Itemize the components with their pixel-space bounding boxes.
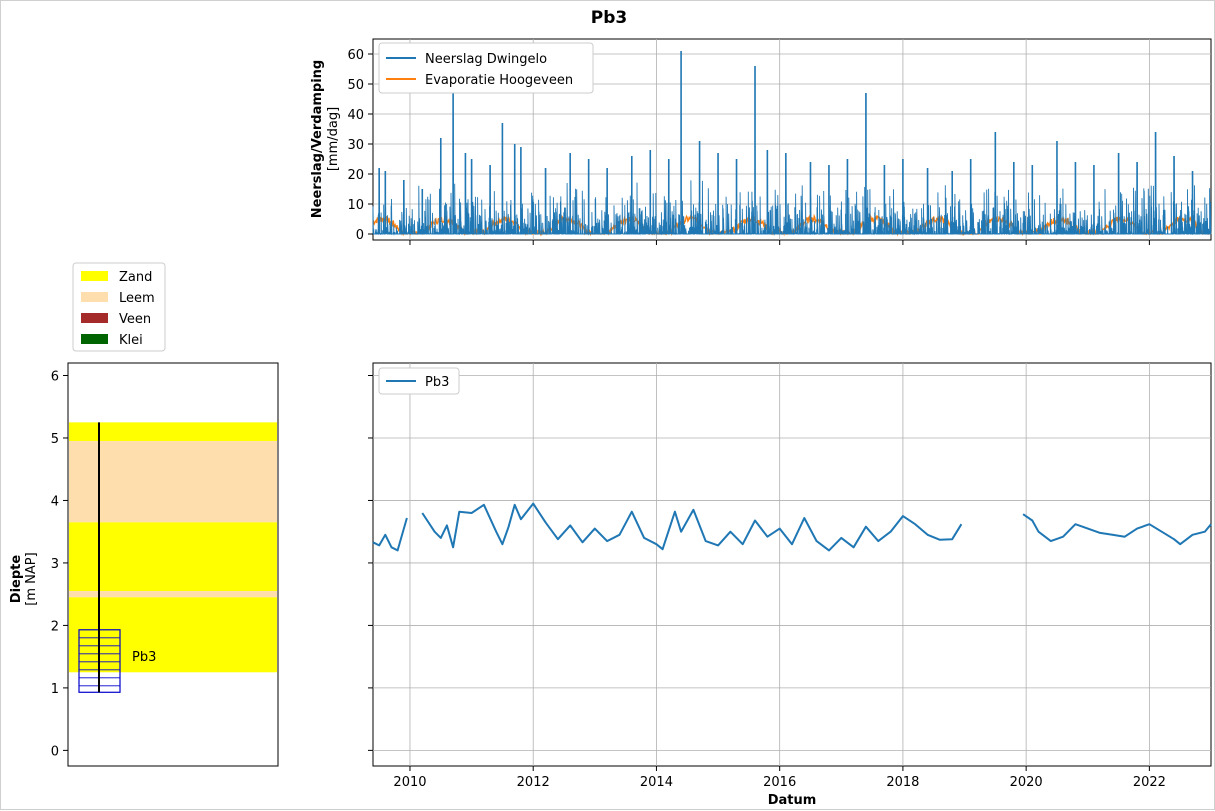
precipitation-y-axis-label: Neerslag/Verdamping (310, 60, 325, 218)
head-x-tick-label: 2018 (886, 775, 919, 790)
well-label: Pb3 (132, 650, 156, 665)
soil-legend-label-veen: Veen (119, 312, 151, 327)
soil-layer-zand (69, 522, 277, 592)
head-x-axis-label: Datum (768, 793, 817, 808)
precipitation-panel: 0 10 20 30 40 50 60 Neerslag/Verdamping [mm/da… (310, 38, 1212, 245)
borehole-y-tick-label: 1 (51, 682, 59, 697)
borehole-y-axis-label: Diepte (9, 555, 24, 604)
precipitation-legend: Neerslag Dwingelo Evaporatie Hoogeveen (378, 42, 594, 94)
borehole-y-tick-label: 2 (51, 619, 59, 634)
precipitation-legend-box (378, 42, 594, 94)
head-x-tick-label: 2014 (640, 775, 673, 790)
head-x-tick-label: 2022 (1133, 775, 1166, 790)
soil-legend-swatch-zand (81, 271, 108, 281)
well-group (78, 422, 121, 693)
borehole-y-tick-label: 3 (51, 557, 59, 572)
series-line-pb3-segment (372, 517, 408, 552)
soil-legend-items: Zand Leem Veen Klei (81, 270, 155, 348)
soil-legend-swatch-klei (81, 334, 108, 344)
borehole-y-axis-unit: [m NAP] (24, 552, 39, 605)
precip-y-tick-label: 40 (347, 108, 364, 123)
precip-y-tick-label: 60 (347, 48, 364, 63)
borehole-panel: 0 1 2 3 4 5 6 Diepte [m NAP] Pb3 (9, 362, 279, 767)
borehole-y-tick-label: 0 (51, 744, 59, 759)
soil-layer-zand (69, 597, 277, 673)
head-panel: 2010 2012 2014 2016 2018 2020 2022 Datum Pb3 (368, 362, 1212, 808)
head-x-ticks: 2010 2012 2014 2016 2018 2020 2022 (393, 766, 1166, 790)
precip-y-tick-label: 50 (347, 78, 364, 93)
legend-label-evaporatie: Evaporatie Hoogeveen (425, 73, 573, 88)
precipitation-y-ticks: 0 10 20 30 40 50 60 (347, 48, 373, 243)
legend-label-pb3: Pb3 (425, 375, 449, 390)
head-x-tick-label: 2010 (393, 775, 426, 790)
head-axes-frame (372, 362, 1212, 767)
precip-y-tick-label: 10 (347, 198, 364, 213)
borehole-y-ticks: 0 1 2 3 4 5 6 (51, 369, 68, 759)
soil-layer-leem (69, 591, 277, 598)
soil-legend: Zand Leem Veen Klei (72, 262, 166, 352)
head-grid (368, 363, 1211, 766)
soil-legend-box (72, 262, 166, 352)
head-legend: Pb3 (378, 367, 460, 395)
legend-label-neerslag: Neerslag Dwingelo (425, 52, 547, 67)
head-legend-box (378, 367, 460, 395)
soil-layer-zand (69, 422, 277, 442)
precip-y-tick-label: 20 (347, 168, 364, 183)
soil-layers-group (69, 422, 277, 673)
series-line-pb3-segment (421, 502, 963, 552)
soil-legend-swatch-leem (81, 292, 108, 302)
precipitation-series-group (372, 50, 1212, 236)
soil-legend-label-zand: Zand (119, 270, 152, 285)
precip-y-tick-label: 0 (356, 228, 364, 243)
series-line-neerslag (372, 50, 1212, 236)
soil-layer-leem (69, 441, 277, 523)
precipitation-y-axis-unit: [mm/dag] (326, 107, 341, 171)
head-series-group (372, 502, 1212, 552)
head-x-tick-label: 2012 (517, 775, 550, 790)
soil-legend-label-klei: Klei (119, 333, 143, 348)
head-x-tick-label: 2016 (763, 775, 796, 790)
borehole-y-tick-label: 6 (51, 369, 59, 384)
borehole-y-tick-label: 5 (51, 432, 59, 447)
head-x-tick-label: 2020 (1010, 775, 1043, 790)
borehole-y-tick-label: 4 (51, 494, 59, 509)
chart-title: Pb3 (591, 8, 627, 28)
precip-y-tick-label: 30 (347, 138, 364, 153)
series-line-pb3-segment (1022, 513, 1212, 546)
soil-legend-label-leem: Leem (119, 291, 155, 306)
soil-legend-swatch-veen (81, 313, 108, 323)
